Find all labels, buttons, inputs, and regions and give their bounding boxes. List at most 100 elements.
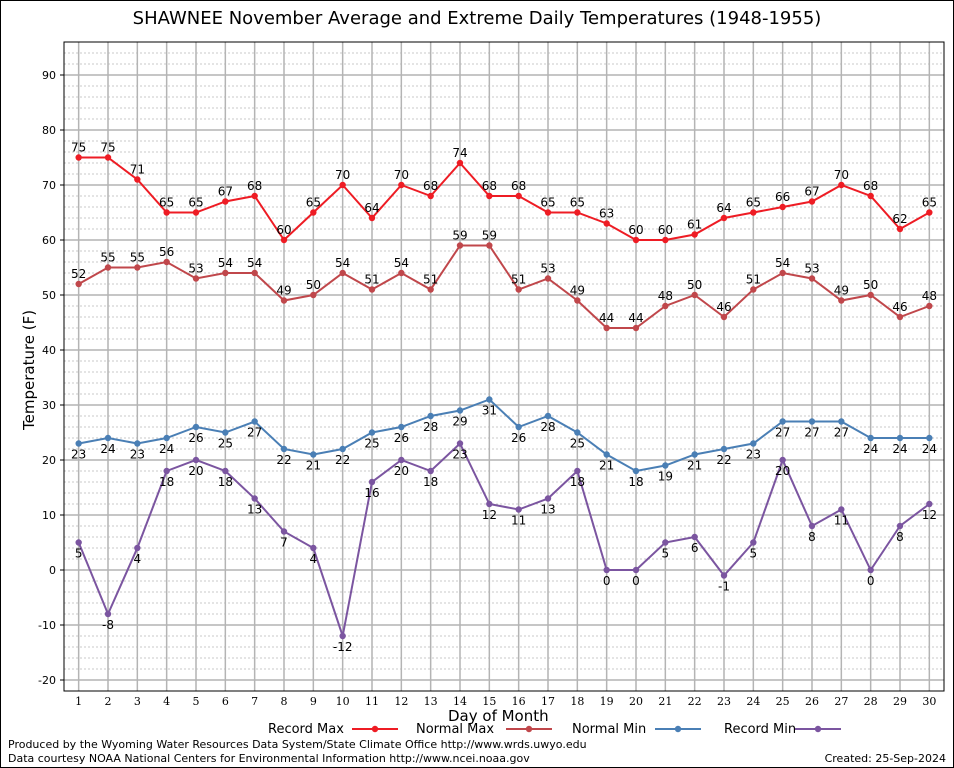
- data-point-normal-min: [134, 440, 141, 447]
- plot-border: [63, 41, 945, 692]
- data-label-record-min: 11: [834, 514, 849, 528]
- data-label-normal-min: 27: [247, 426, 262, 440]
- x-tick-label: 13: [424, 695, 438, 708]
- data-point-record-min: [720, 572, 728, 579]
- data-label-normal-max: 51: [746, 273, 761, 287]
- data-point-normal-min: [75, 440, 82, 447]
- x-tick-label: 2: [105, 695, 112, 708]
- data-point-normal-max: [544, 275, 552, 282]
- data-point-record-max: [280, 236, 288, 244]
- data-label-record-min: 4: [310, 552, 318, 566]
- data-label-record-max: 65: [159, 196, 174, 210]
- data-label-normal-max: 49: [570, 284, 585, 298]
- data-point-record-max: [632, 236, 640, 244]
- x-tick-label: 27: [834, 695, 848, 708]
- data-point-normal-max: [896, 313, 904, 321]
- data-point-record-min: [808, 522, 816, 530]
- data-point-record-max: [867, 192, 874, 200]
- data-point-record-min: [339, 632, 346, 640]
- data-point-normal-max: [134, 264, 141, 271]
- x-tick-label: 1: [75, 695, 82, 708]
- data-label-normal-max: 50: [863, 278, 878, 292]
- data-label-record-max: 65: [570, 196, 585, 210]
- data-point-normal-min: [222, 429, 229, 436]
- data-point-normal-min: [544, 412, 552, 420]
- x-tick-label: 25: [776, 695, 790, 708]
- x-tick-label: 19: [600, 695, 614, 708]
- data-point-record-max: [720, 214, 728, 222]
- data-point-record-max: [896, 225, 904, 233]
- legend-marker-record-min: [814, 725, 822, 733]
- data-label-record-max: 64: [364, 201, 379, 215]
- x-tick-label: 6: [222, 695, 229, 708]
- data-label-record-max: 68: [423, 179, 438, 193]
- data-label-normal-min: 22: [716, 453, 731, 467]
- data-point-normal-max: [662, 302, 669, 310]
- legend-item-normal-min: Normal Min: [572, 722, 646, 737]
- data-label-normal-min: 18: [628, 475, 643, 489]
- data-point-normal-min: [896, 434, 904, 442]
- data-label-normal-min: 27: [804, 426, 819, 440]
- credit-line-1: Produced by the Wyoming Water Resources …: [8, 738, 587, 751]
- data-label-normal-max: 53: [804, 262, 819, 276]
- data-label-normal-max: 50: [687, 278, 702, 292]
- data-point-normal-min: [867, 434, 874, 442]
- data-label-normal-min: 23: [746, 448, 761, 462]
- data-label-record-max: 74: [452, 146, 467, 160]
- x-tick-label: 10: [336, 695, 350, 708]
- data-label-normal-min: 24: [863, 442, 878, 456]
- data-label-normal-max: 55: [130, 251, 145, 265]
- x-tick-label: 14: [453, 695, 467, 708]
- data-label-record-max: 68: [511, 179, 526, 193]
- data-point-record-min: [456, 440, 464, 447]
- data-label-normal-min: 24: [159, 442, 174, 456]
- data-point-normal-max: [75, 280, 82, 288]
- data-point-record-max: [310, 209, 317, 216]
- data-label-record-min: 5: [750, 547, 758, 561]
- data-point-normal-max: [603, 324, 610, 332]
- data-label-record-min: 12: [922, 508, 937, 522]
- data-label-record-min: 16: [364, 486, 379, 500]
- data-label-normal-max: 53: [540, 262, 555, 276]
- data-label-normal-max: 54: [218, 256, 233, 270]
- legend-marker-normal-min: [674, 725, 682, 733]
- legend-item-record-min: Record Min: [724, 722, 796, 737]
- data-label-normal-max: 56: [159, 245, 174, 259]
- data-point-normal-max: [486, 242, 493, 249]
- data-label-normal-max: 48: [922, 289, 937, 303]
- created-date: Created: 25-Sep-2024: [824, 752, 946, 765]
- data-label-normal-max: 54: [775, 256, 790, 270]
- x-tick-label: 20: [629, 695, 643, 708]
- data-point-record-min: [222, 467, 229, 475]
- data-point-record-max: [398, 181, 405, 189]
- data-label-normal-min: 26: [394, 431, 409, 445]
- data-point-record-min: [427, 467, 434, 475]
- data-label-normal-min: 24: [922, 442, 937, 456]
- data-point-normal-min: [515, 423, 522, 431]
- y-tick-label: 20: [42, 454, 56, 467]
- series-line-record-min: [77, 441, 930, 640]
- x-tick-label: 30: [922, 695, 936, 708]
- data-label-normal-max: 51: [423, 273, 438, 287]
- data-point-normal-min: [720, 445, 728, 453]
- data-point-normal-min: [632, 467, 640, 475]
- data-point-record-max: [926, 209, 933, 216]
- legend-item-normal-max: Normal Max: [416, 722, 494, 737]
- x-tick-label: 11: [365, 695, 379, 708]
- data-label-record-min: 0: [632, 574, 640, 588]
- data-label-record-max: 66: [775, 190, 790, 204]
- data-label-record-max: 65: [922, 196, 937, 210]
- x-tick-label: 18: [570, 695, 584, 708]
- data-label-record-min: -8: [102, 618, 114, 632]
- data-point-record-max: [750, 209, 757, 216]
- data-point-normal-min: [926, 434, 933, 442]
- data-point-normal-min: [662, 462, 669, 469]
- data-label-record-min: 13: [247, 503, 262, 517]
- y-tick-label: 0: [49, 564, 56, 577]
- data-point-record-max: [544, 209, 552, 216]
- data-point-normal-max: [691, 291, 698, 299]
- data-label-normal-max: 49: [276, 284, 291, 298]
- data-point-record-max: [574, 209, 581, 216]
- data-label-record-min: 18: [570, 475, 585, 489]
- data-label-record-min: 23: [452, 448, 467, 462]
